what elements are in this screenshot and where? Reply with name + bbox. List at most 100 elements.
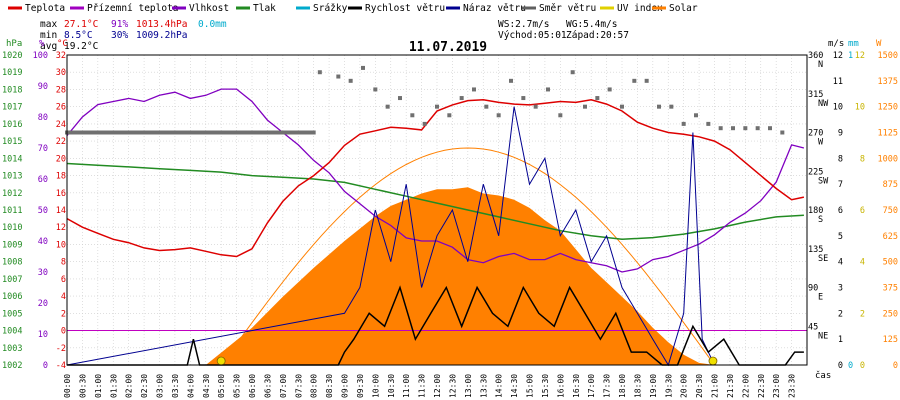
axis-unit-mm: mm (848, 39, 859, 49)
wind-direction-point (669, 104, 674, 109)
legend-item: UV index (600, 3, 663, 14)
tick-label: 10 (855, 103, 865, 113)
tick-label: 90 (808, 284, 818, 294)
tick-label: 1017 (2, 103, 22, 113)
stats-box: max 27.1°C 91% 1013.4hPa 0.0mm min 8.5°C… (40, 19, 629, 52)
tick-label: 06:00 (248, 374, 257, 398)
tick-label: 50 (38, 206, 48, 216)
tick-label: 23:30 (788, 374, 797, 398)
tick-label: 1007 (2, 275, 22, 285)
tick-label: 05:30 (233, 374, 242, 398)
tick-label: 18 (56, 172, 66, 182)
tick-label: 360 (808, 51, 823, 61)
legend-label: Přízemní teplota (87, 3, 179, 14)
tick-label: 70 (38, 144, 48, 154)
stat-wg: WG:5.4m/s (566, 19, 617, 30)
tick-label: 375 (883, 284, 898, 294)
wind-direction-point (632, 78, 637, 83)
tick-label: 09:30 (356, 374, 365, 398)
tick-label: 00:30 (78, 374, 87, 398)
tick-label: 26 (56, 103, 66, 113)
tick-label: 6 (860, 206, 865, 216)
tick-label: 30 (56, 68, 66, 78)
tick-label: 225 (808, 167, 823, 177)
legend-label: Rychlost větru (365, 3, 445, 14)
wind-direction-point (496, 113, 501, 118)
tick-label: 20:00 (680, 374, 689, 398)
tick-label: 30 (38, 268, 48, 278)
wind-direction-point (743, 126, 748, 131)
tick-label: 2 (61, 309, 66, 319)
tick-label: 15:00 (526, 374, 535, 398)
tick-label: 0 (43, 361, 48, 371)
series-line (67, 285, 804, 366)
tick-label: 9 (838, 129, 843, 139)
tick-label: 17:30 (603, 374, 612, 398)
tick-label: NE (818, 331, 828, 341)
legend-item: Solar (652, 3, 698, 14)
tick-label: 100 (33, 51, 48, 61)
tick-label: S (818, 215, 823, 225)
wind-direction-point (546, 87, 550, 92)
tick-label: 1003 (2, 344, 22, 354)
tick-label: 1004 (2, 327, 22, 337)
chart-title: 11.07.2019 (409, 40, 487, 55)
wind-direction-point (607, 87, 612, 92)
wind-direction-point (731, 126, 735, 131)
tick-label: 01:30 (109, 374, 118, 398)
stat-max-label: max (40, 19, 57, 30)
legend-item: Rychlost větru (348, 3, 445, 14)
tick-label: 20 (56, 154, 66, 164)
tick-label: 6 (61, 275, 66, 285)
tick-label: 12 (855, 51, 865, 61)
tick-label: 22 (56, 137, 66, 147)
tick-label: 1 (838, 335, 843, 345)
tick-label: 07:30 (294, 374, 303, 398)
tick-label: NW (818, 99, 829, 109)
wind-direction-point (484, 104, 489, 109)
wind-direction-point (373, 87, 378, 92)
tick-label: 10 (56, 240, 66, 250)
legend-label: Solar (669, 3, 698, 14)
wind-direction-point (570, 70, 575, 75)
tick-label: 1020 (2, 51, 22, 61)
stat-avg-label: avg (40, 41, 57, 52)
tick-label: 1012 (2, 189, 22, 199)
axis-unit-hpa: hPa (6, 39, 22, 49)
stat-max-hum: 91% (111, 19, 128, 30)
wind-direction-point (361, 65, 365, 70)
stat-avg-temp: 19.2°C (64, 41, 98, 52)
tick-label: 1010 (2, 223, 22, 233)
tick-label: W (818, 138, 824, 148)
tick-label: 10:00 (371, 374, 380, 398)
legend-item: Tlak (236, 3, 276, 14)
tick-label: 15:30 (541, 374, 550, 398)
stat-sunset: Západ:20:57 (566, 30, 629, 41)
tick-label: 02:30 (140, 374, 149, 398)
tick-label: 2 (860, 309, 865, 319)
tick-label: 13:30 (479, 374, 488, 398)
tick-label: 19:30 (664, 374, 673, 398)
uv-marker (708, 356, 718, 366)
tick-label: 11:30 (418, 374, 427, 398)
tick-label: 1375 (878, 77, 898, 87)
tick-label: 315 (808, 90, 823, 100)
tick-label: 7 (838, 180, 843, 190)
wind-direction-point (410, 113, 415, 118)
tick-label: 14 (56, 206, 66, 216)
tick-label: 1008 (2, 258, 22, 268)
tick-label: 03:00 (156, 374, 165, 398)
tick-label: 01:00 (94, 374, 103, 398)
tick-label: 12 (56, 223, 66, 233)
tick-label: 16:30 (572, 374, 581, 398)
tick-label: 13:00 (464, 374, 473, 398)
tick-label: 08:30 (325, 374, 334, 398)
wind-direction-point (385, 104, 390, 109)
tick-label: SE (818, 254, 828, 264)
tick-label: 180 (808, 206, 823, 216)
tick-label: 4 (61, 292, 66, 302)
